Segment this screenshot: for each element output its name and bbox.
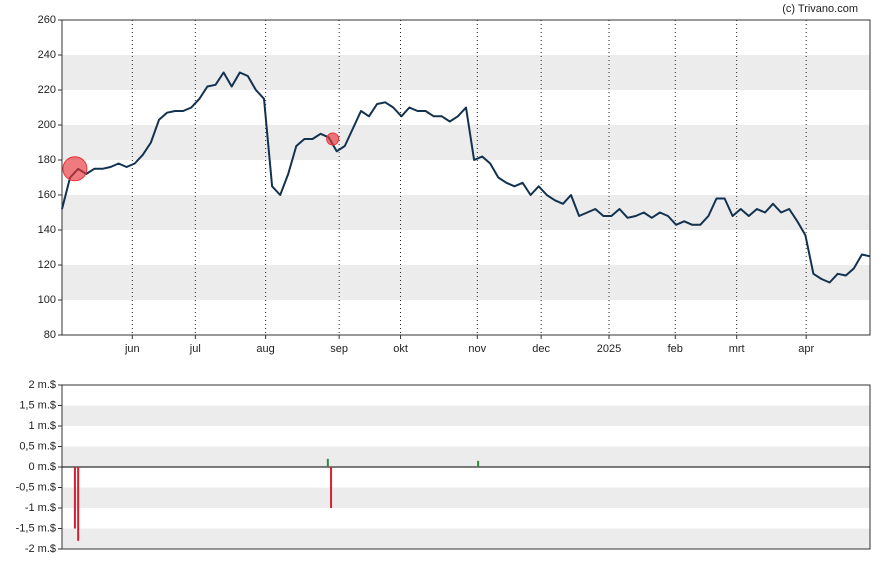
trade-marker [326,132,340,146]
x-tick-label: apr [798,343,814,355]
y-tick-label: -0,5 m.$ [16,481,56,493]
y-tick-label: 260 [38,14,56,26]
x-tick-label: jun [124,343,140,355]
x-tick-label: mrt [729,343,745,355]
y-tick-label: -1 m.$ [25,502,56,514]
grid-band [62,405,870,426]
y-tick-label: 0,5 m.$ [19,440,56,452]
plot-frame [61,19,871,336]
trade-marker [62,156,88,182]
y-tick-label: 200 [38,119,56,131]
grid-band [62,195,870,230]
y-tick-label: 1 m.$ [28,420,56,432]
grid-band [62,446,870,467]
x-tick-label: jul [189,343,201,355]
y-tick-label: 2 m.$ [28,379,56,391]
y-tick-label: -1,5 m.$ [16,522,56,534]
x-tick-label: dec [532,343,550,355]
grid-band [62,265,870,300]
price-line [61,71,871,284]
y-tick-label: 80 [44,329,56,341]
x-tick-label: aug [256,343,274,355]
bar [330,467,333,508]
y-tick-label: 120 [38,259,56,271]
grid-band [62,528,870,549]
y-tick-label: 180 [38,154,56,166]
y-tick-label: 0 m.$ [28,461,56,473]
bar [477,460,480,467]
y-tick-label: 240 [38,49,56,61]
grid-band [62,487,870,508]
x-tick-label: sep [330,343,348,355]
y-tick-label: 1,5 m.$ [19,399,56,411]
bar [73,467,76,529]
y-tick-label: 160 [38,189,56,201]
credit: (c) Trivano.com [782,3,858,15]
x-tick-label: okt [393,343,408,355]
x-tick-label: 2025 [597,343,621,355]
y-tick-label: 220 [38,84,56,96]
y-tick-label: -2 m.$ [25,543,56,555]
bar [326,458,329,467]
x-tick-label: nov [468,343,486,355]
grid-band [62,55,870,90]
y-tick-label: 140 [38,224,56,236]
y-tick-label: 100 [38,294,56,306]
bar [77,467,80,541]
x-tick-label: feb [668,343,683,355]
grid-band [62,125,870,160]
